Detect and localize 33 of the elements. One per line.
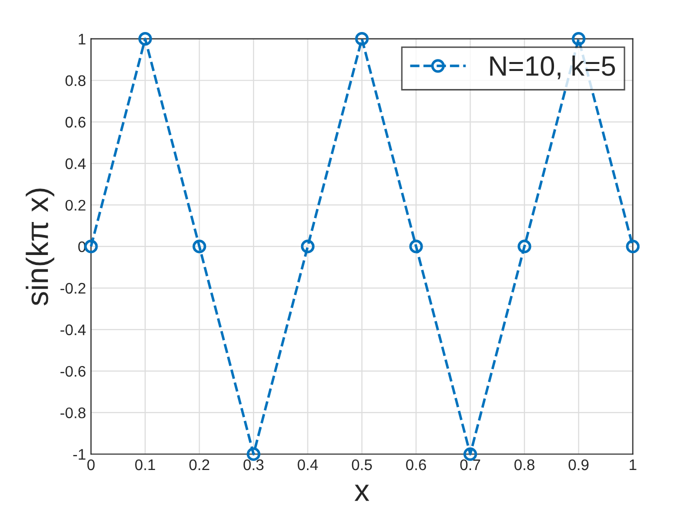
x-tick-label: 0.1 xyxy=(135,459,156,470)
y-tick-label: -0.2 xyxy=(60,282,86,294)
y-tick-label: -1 xyxy=(73,449,86,460)
y-tick-label: -0.4 xyxy=(60,324,86,336)
y-tick-label: 0.8 xyxy=(66,75,86,86)
point xyxy=(355,32,369,46)
x-tick-label: 0.9 xyxy=(568,459,589,470)
x-tick-label: 0.3 xyxy=(244,459,264,470)
point xyxy=(626,240,640,254)
x-tick-label: 0.4 xyxy=(298,459,318,470)
x-tick-label: 0.5 xyxy=(352,459,372,470)
point xyxy=(192,240,206,254)
point xyxy=(84,240,98,254)
y-tick-label: 0.4 xyxy=(66,158,86,170)
point xyxy=(300,240,315,254)
x-tick-label: 0.2 xyxy=(189,459,210,470)
y-tick-label: -0.8 xyxy=(60,407,86,418)
point xyxy=(138,32,152,46)
x-tick-label: 0.7 xyxy=(460,459,480,470)
y-tick-label: 0.2 xyxy=(66,200,86,211)
y-tick-label: 1 xyxy=(78,34,86,44)
y-axis-title: sin(kπ x) xyxy=(26,188,54,306)
point xyxy=(572,32,586,46)
x-tick-label: 0.8 xyxy=(514,459,534,470)
point xyxy=(518,240,532,254)
y-tick-label: 0.6 xyxy=(66,116,86,128)
point xyxy=(409,240,423,254)
x-axis-title: x xyxy=(354,484,370,501)
y-tick-label: -0.6 xyxy=(60,366,86,377)
x-tick-label: 1 xyxy=(630,460,636,470)
x-tick-label: 0.6 xyxy=(406,459,426,470)
legend-label: N=10, k=5 xyxy=(490,56,615,80)
x-tick-label: 0 xyxy=(87,459,95,470)
